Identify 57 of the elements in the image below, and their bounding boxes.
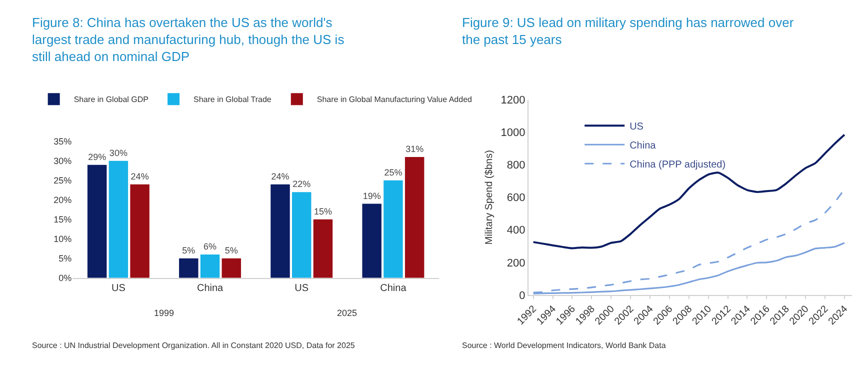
x-tick-label: US xyxy=(294,282,309,294)
x-tick-label: China xyxy=(196,282,224,294)
legend-label: China xyxy=(630,140,656,152)
y-tick-label: 1200 xyxy=(500,94,526,107)
data-label: 25% xyxy=(384,167,402,178)
y-tick-label: 10% xyxy=(54,234,72,244)
y-tick-label: 1000 xyxy=(500,127,526,140)
y-tick-label: 35% xyxy=(54,136,72,147)
bar xyxy=(179,258,198,278)
bar xyxy=(130,184,150,278)
source-note: Source : World Development Indicators, World Bank Data xyxy=(462,341,666,350)
x-tick-label: China xyxy=(380,282,407,294)
legend-label: Share in Global GDP xyxy=(74,95,149,104)
y-tick-label: 0% xyxy=(58,273,72,284)
data-label: 5% xyxy=(224,245,238,256)
bar xyxy=(222,258,242,278)
y-tick-label: 400 xyxy=(506,224,526,237)
line-series xyxy=(532,134,846,250)
data-label: 6% xyxy=(204,241,217,252)
bar xyxy=(313,219,333,278)
bar xyxy=(384,180,403,278)
chart-title: Figure 8: China has overtaken the US as the world's largest trade and manufacturing hub, though the US is still ahead on nominal GDP xyxy=(32,15,345,64)
chart-title: Figure 9: US lead on military spending has narrowed over the past 15 years xyxy=(462,15,794,47)
text: 1999 xyxy=(154,308,174,318)
legend-label: US xyxy=(630,122,644,133)
bar xyxy=(87,164,107,278)
data-label: 19% xyxy=(362,190,381,201)
y-tick-label: 5% xyxy=(58,254,72,264)
x-tick-label: US xyxy=(111,282,126,294)
y-axis-title: Military Spend ($bns) xyxy=(484,150,495,245)
data-label: 30% xyxy=(109,148,128,158)
data-label: 22% xyxy=(292,179,311,190)
bar xyxy=(270,184,290,278)
y-tick-label: 20% xyxy=(54,195,72,206)
data-label: 5% xyxy=(182,245,196,256)
bar xyxy=(108,160,128,278)
y-tick-label: 15% xyxy=(54,214,72,225)
data-label: 31% xyxy=(406,144,424,154)
bar xyxy=(200,254,220,278)
y-tick-label: 0 xyxy=(519,290,526,302)
source-note: Source : UN Industrial Development Organization. All in Constant 2020 USD, Data for 2025 xyxy=(32,341,356,350)
bar xyxy=(362,204,382,278)
y-tick-label: 25% xyxy=(54,176,72,186)
data-label: 24% xyxy=(271,171,290,182)
y-tick-label: 600 xyxy=(506,192,526,204)
legend-label: Share in Global Manufacturing Value Added xyxy=(316,95,472,104)
bar xyxy=(292,192,312,278)
data-label: 29% xyxy=(88,152,106,162)
text: 2025 xyxy=(337,308,358,318)
data-label: 15% xyxy=(314,206,332,216)
y-tick-label: 30% xyxy=(54,156,72,166)
legend-label: Share in Global Trade xyxy=(194,95,272,104)
data-label: 24% xyxy=(130,171,149,182)
y-tick-label: 200 xyxy=(506,257,526,270)
bar xyxy=(404,157,424,278)
y-tick-label: 800 xyxy=(506,160,526,172)
legend-label: China (PPP adjusted) xyxy=(630,160,726,171)
